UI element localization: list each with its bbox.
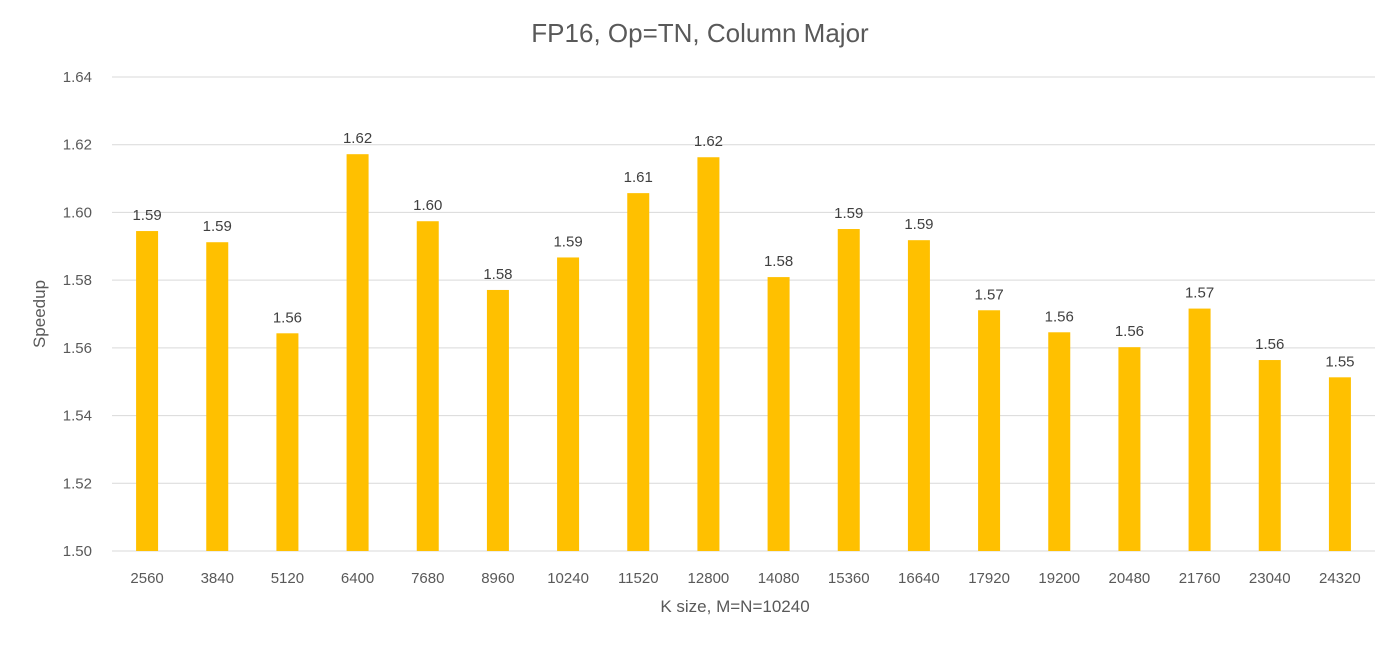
data-label: 1.57	[1185, 285, 1214, 302]
x-axis-ticks: 2560 3840 5120 6400 7680 8960 10240 11520 12800 1…	[130, 570, 1360, 587]
y-tick-label: 1.52	[63, 475, 92, 492]
bars	[136, 154, 1351, 552]
data-label: 1.59	[834, 205, 863, 222]
x-tick-label: 23040	[1249, 570, 1291, 587]
data-label: 1.56	[1115, 323, 1144, 340]
y-tick-label: 1.62	[63, 137, 92, 154]
data-label: 1.55	[1325, 353, 1354, 370]
bar	[136, 231, 159, 552]
data-label: 1.56	[1045, 308, 1074, 325]
bar	[416, 221, 439, 551]
bar	[697, 157, 720, 551]
x-tick-label: 21760	[1179, 570, 1221, 587]
x-tick-label: 17920	[968, 570, 1010, 587]
y-tick-label: 1.60	[63, 204, 92, 221]
y-tick-label: 1.64	[63, 69, 92, 86]
data-label: 1.59	[553, 233, 582, 250]
bar	[627, 193, 650, 551]
x-tick-label: 19200	[1038, 570, 1080, 587]
y-tick-label: 1.58	[63, 272, 92, 289]
bar	[206, 242, 229, 552]
bar	[557, 257, 580, 551]
x-tick-label: 15360	[828, 570, 870, 587]
x-tick-label: 6400	[341, 570, 374, 587]
data-label: 1.62	[343, 130, 372, 147]
x-tick-label: 24320	[1319, 570, 1361, 587]
data-label: 1.57	[974, 286, 1003, 303]
gridlines	[112, 76, 1375, 552]
x-tick-label: 11520	[618, 570, 659, 587]
data-labels: 1.59 1.59 1.56 1.62 1.60 1.58 1.59 1.61 1.62 1.58…	[132, 130, 1354, 370]
bar	[346, 154, 369, 552]
bar	[837, 229, 860, 552]
data-label: 1.59	[132, 207, 161, 224]
data-label: 1.58	[764, 253, 793, 270]
x-tick-label: 14080	[758, 570, 800, 587]
x-tick-label: 2560	[130, 570, 163, 587]
bar	[486, 289, 509, 551]
bar	[1118, 347, 1141, 551]
x-tick-label: 3840	[201, 570, 234, 587]
bar	[1188, 308, 1211, 551]
data-label: 1.61	[624, 169, 653, 186]
data-label: 1.56	[273, 309, 302, 326]
bar	[1328, 377, 1351, 551]
y-axis-title: Speedup	[30, 280, 49, 348]
bar	[1048, 332, 1071, 551]
data-label: 1.60	[413, 197, 442, 214]
x-tick-label: 20480	[1109, 570, 1151, 587]
x-axis-title: K size, M=N=10240	[660, 597, 809, 616]
y-tick-label: 1.50	[63, 543, 92, 560]
data-label: 1.56	[1255, 336, 1284, 353]
x-tick-label: 5120	[271, 570, 304, 587]
x-tick-label: 7680	[411, 570, 444, 587]
bar	[767, 277, 790, 551]
y-tick-label: 1.54	[63, 408, 92, 425]
x-tick-label: 12800	[688, 570, 730, 587]
bar	[907, 240, 930, 552]
bar	[978, 310, 1001, 551]
x-tick-label: 10240	[547, 570, 589, 587]
y-tick-label: 1.56	[63, 340, 92, 357]
x-tick-label: 16640	[898, 570, 940, 587]
data-label: 1.59	[904, 216, 933, 233]
data-label: 1.58	[483, 266, 512, 283]
data-label: 1.62	[694, 133, 723, 150]
data-label: 1.59	[203, 218, 232, 235]
chart-title: FP16, Op=TN, Column Major	[531, 18, 869, 48]
bar	[1258, 360, 1281, 551]
bar	[276, 333, 299, 551]
y-axis-ticks: 1.50 1.52 1.54 1.56 1.58 1.60 1.62 1.64	[63, 69, 92, 560]
x-tick-label: 8960	[481, 570, 514, 587]
